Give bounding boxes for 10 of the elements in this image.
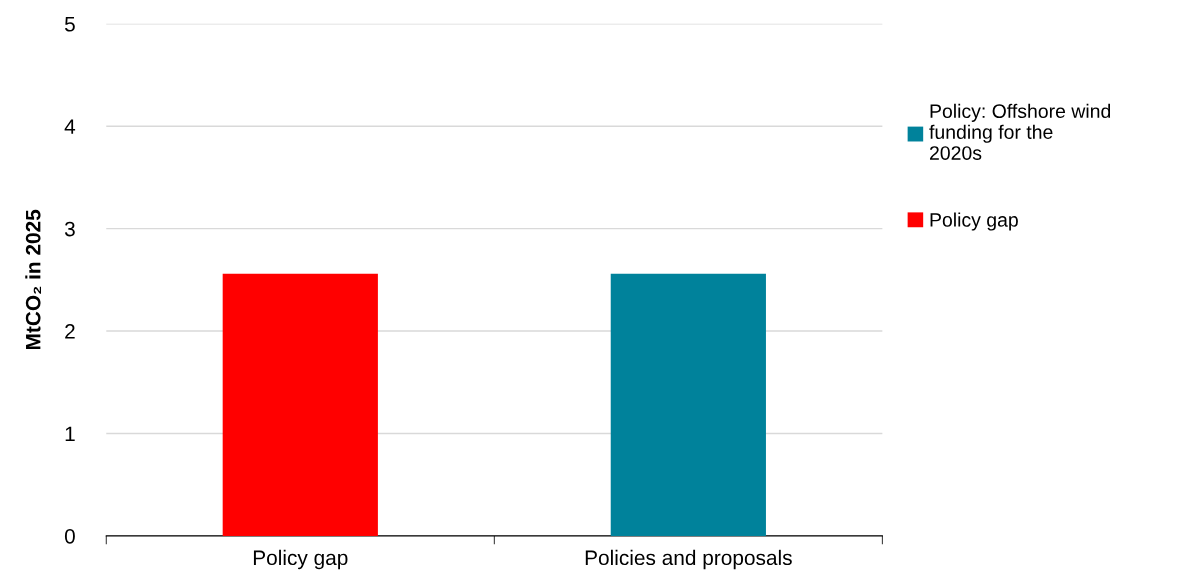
y-tick-label: 4 (64, 119, 76, 134)
x-tick-label: Policies and proposals (585, 549, 792, 570)
legend-label: Policy gap (930, 212, 1018, 231)
y-tick-label: 5 (64, 17, 75, 32)
y-tick-label: 0 (64, 528, 75, 544)
y-tick-label: 1 (65, 426, 75, 442)
y-tick-label: 3 (64, 221, 75, 237)
y-tick-label: 2 (65, 324, 75, 339)
legend-label: Policy: Offshore wind funding for the 2020s (929, 103, 1111, 160)
y-axis-title: MtCO₂ in 2025 (25, 209, 42, 350)
